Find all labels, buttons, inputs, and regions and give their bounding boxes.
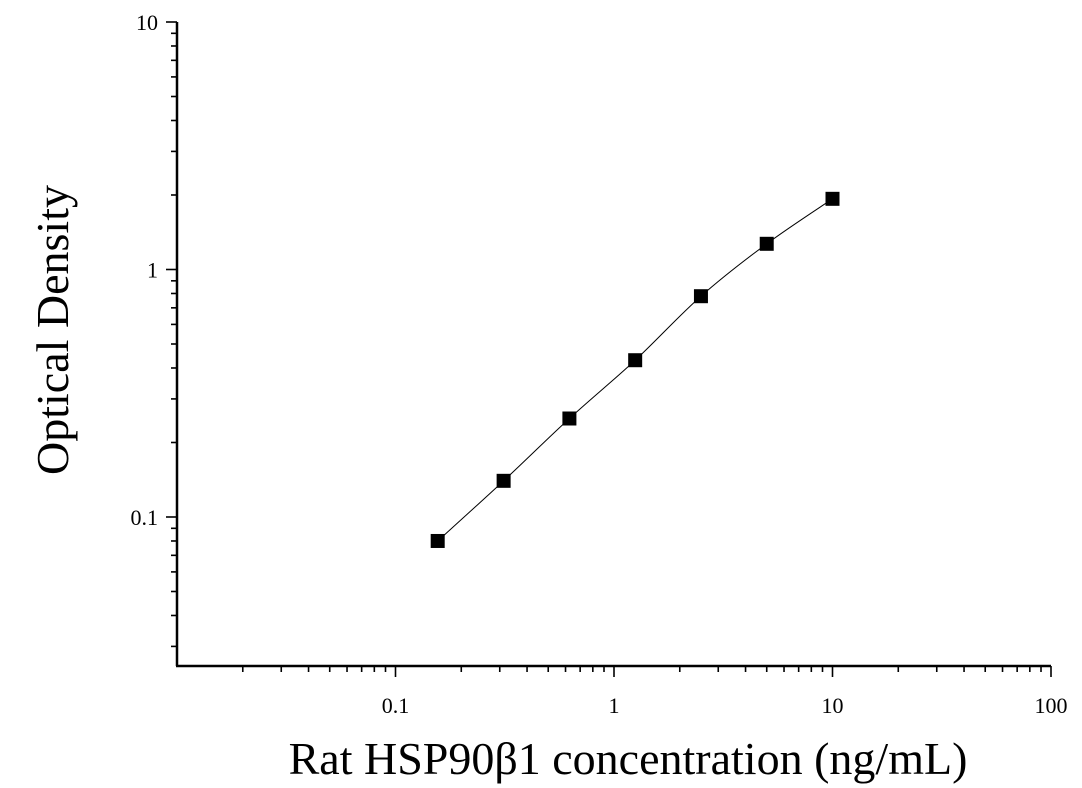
y-tick-label: 10: [136, 10, 158, 35]
x-axis-title: Rat HSP90β1 concentration (ng/mL): [289, 733, 968, 784]
data-point: [562, 411, 577, 426]
data-point: [825, 191, 840, 206]
data-points: [430, 191, 840, 548]
x-axis-major-ticks: [394, 666, 1052, 677]
data-point: [628, 353, 643, 368]
x-tick-label: 10: [822, 693, 844, 718]
data-point: [496, 473, 511, 488]
data-point: [759, 236, 774, 251]
x-tick-label: 1: [609, 693, 620, 718]
y-tick-label: 0.1: [131, 505, 159, 530]
y-tick-label: 1: [147, 257, 158, 282]
x-axis-tick-labels: 0.1 1 10 100: [382, 693, 1068, 718]
y-axis-tick-labels: 0.1 1 10: [131, 10, 159, 530]
y-axis-title: Optical Density: [27, 185, 78, 475]
x-tick-label: 100: [1035, 693, 1068, 718]
y-axis-major-ticks: [166, 21, 177, 518]
data-point: [430, 533, 445, 548]
x-tick-label: 0.1: [382, 693, 410, 718]
data-point: [693, 289, 708, 304]
